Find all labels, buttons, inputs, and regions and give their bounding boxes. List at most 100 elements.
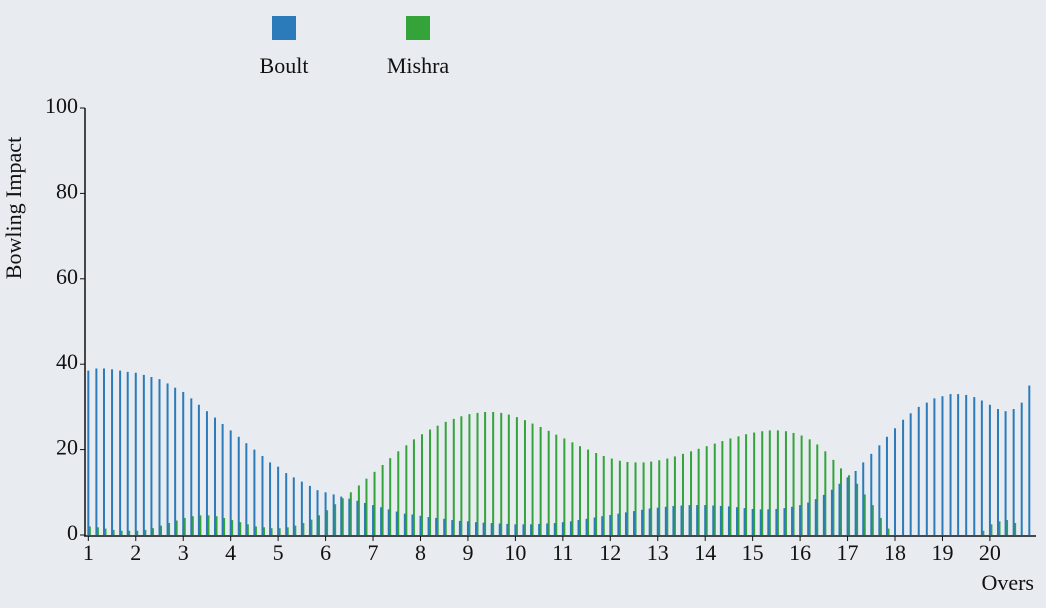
- bar: [363, 502, 366, 535]
- bar: [182, 391, 185, 535]
- bar: [871, 505, 874, 535]
- bar: [500, 412, 503, 535]
- bar: [261, 456, 264, 535]
- bar: [839, 468, 842, 535]
- bar: [626, 461, 629, 535]
- bar: [848, 475, 851, 535]
- bar: [648, 508, 651, 535]
- bar: [168, 523, 171, 535]
- bar: [158, 379, 161, 535]
- x-tick-label: 17: [837, 540, 859, 565]
- bar: [854, 470, 857, 535]
- bar: [514, 524, 517, 535]
- x-tick-label: 13: [647, 540, 669, 565]
- bar: [830, 489, 833, 535]
- bar: [546, 523, 549, 535]
- bar: [389, 458, 392, 535]
- bar: [712, 505, 715, 535]
- bar: [380, 507, 383, 535]
- bar: [160, 525, 163, 535]
- bar: [136, 530, 139, 535]
- bar: [641, 509, 644, 535]
- bar: [253, 449, 256, 535]
- bar: [340, 496, 343, 535]
- bar: [751, 508, 754, 535]
- bar: [602, 456, 605, 535]
- bar: [745, 434, 748, 535]
- bar: [523, 420, 526, 535]
- bar: [617, 513, 620, 535]
- bar: [965, 394, 968, 535]
- bar: [332, 494, 335, 535]
- bar: [294, 525, 297, 535]
- bar: [538, 523, 541, 535]
- bar: [308, 485, 311, 535]
- bar: [593, 517, 596, 535]
- bar: [530, 524, 533, 535]
- bar: [941, 396, 944, 535]
- bar: [832, 459, 835, 535]
- bar: [957, 394, 960, 535]
- bar: [302, 523, 305, 535]
- bar: [87, 370, 90, 535]
- bar: [476, 412, 479, 535]
- bar: [357, 485, 360, 535]
- bar: [539, 426, 542, 535]
- bar: [237, 436, 240, 535]
- bar: [822, 494, 825, 535]
- bar: [239, 522, 242, 535]
- bar: [412, 439, 415, 535]
- bar: [444, 421, 447, 535]
- bar: [887, 528, 890, 535]
- bar: [870, 453, 873, 535]
- bar: [690, 451, 693, 535]
- y-tick-label: 80: [56, 178, 78, 203]
- bar: [587, 449, 590, 535]
- bar: [973, 397, 976, 535]
- bar: [381, 464, 384, 535]
- bar: [246, 524, 249, 535]
- bar: [933, 398, 936, 535]
- bar: [664, 506, 667, 535]
- bar: [624, 512, 627, 535]
- bar: [569, 521, 572, 535]
- x-tick-label: 6: [320, 540, 331, 565]
- bar: [262, 527, 265, 535]
- bar: [775, 508, 778, 535]
- bar: [783, 508, 786, 535]
- bar: [119, 370, 122, 535]
- bar: [278, 528, 281, 535]
- bar: [547, 430, 550, 535]
- bar: [324, 492, 327, 535]
- bar: [1006, 520, 1009, 535]
- bar: [824, 451, 827, 535]
- bar: [387, 509, 390, 535]
- bar: [96, 527, 99, 535]
- bar: [427, 517, 430, 535]
- bar: [395, 511, 398, 535]
- bar: [800, 435, 803, 535]
- bar: [468, 414, 471, 535]
- bar: [633, 511, 636, 535]
- bar: [506, 523, 509, 535]
- bar: [318, 515, 321, 535]
- bar: [341, 498, 344, 535]
- bar: [838, 483, 841, 535]
- bar: [681, 453, 684, 535]
- bar: [372, 505, 375, 535]
- bar: [713, 443, 716, 535]
- bar: [618, 460, 621, 535]
- bar: [688, 505, 691, 535]
- bar: [531, 423, 534, 535]
- legend-swatch: [406, 16, 430, 40]
- bar: [982, 530, 985, 535]
- bar: [223, 517, 226, 535]
- bar: [452, 418, 455, 535]
- bar: [792, 432, 795, 535]
- bar: [88, 526, 91, 535]
- bar: [104, 528, 107, 535]
- bar: [205, 411, 208, 535]
- bar: [814, 499, 817, 535]
- bar: [326, 510, 329, 535]
- bar: [348, 498, 351, 535]
